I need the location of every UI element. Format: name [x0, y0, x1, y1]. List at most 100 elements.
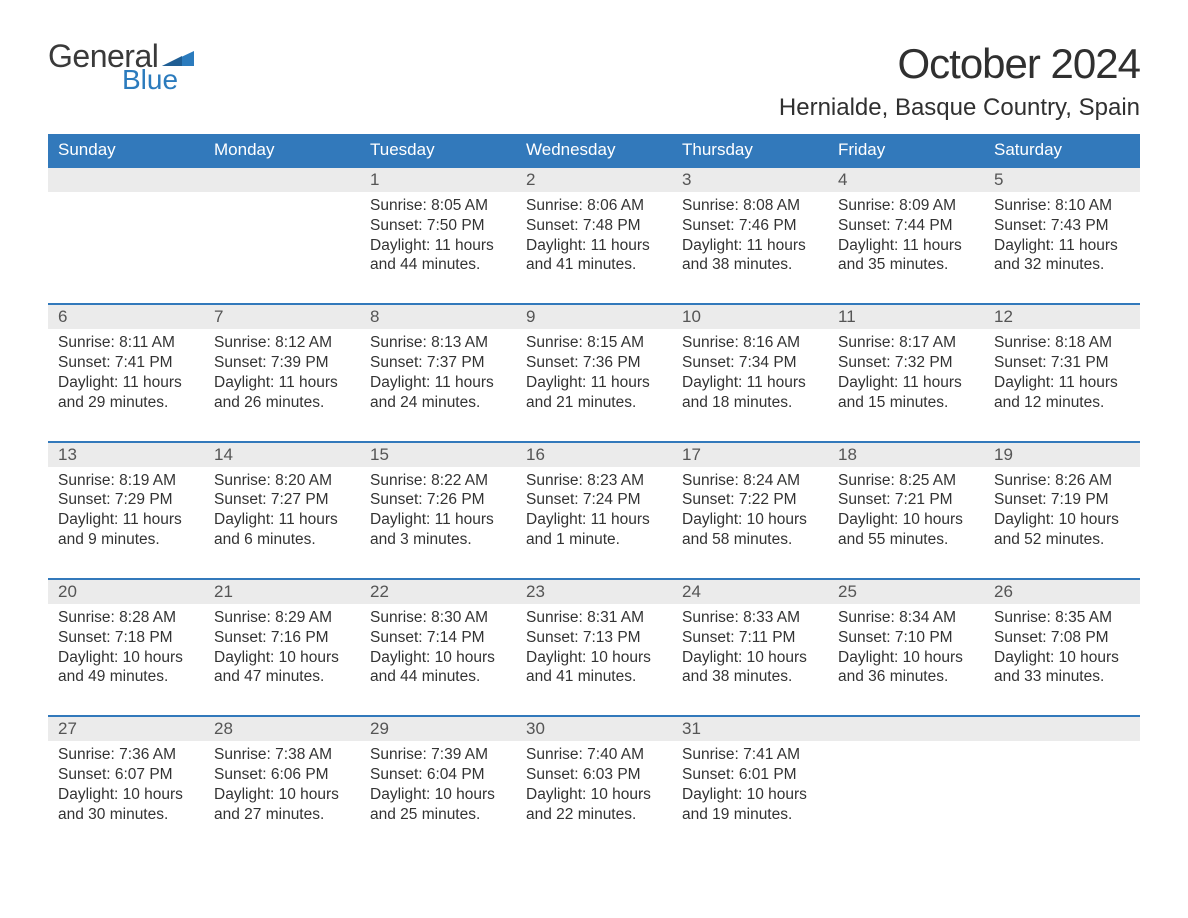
day-cell: Sunrise: 8:22 AMSunset: 7:26 PMDaylight:… [360, 467, 516, 578]
weekday-header: Friday [828, 134, 984, 166]
day-number: 14 [204, 443, 360, 467]
day-cell: Sunrise: 8:09 AMSunset: 7:44 PMDaylight:… [828, 192, 984, 303]
day-cell: Sunrise: 8:19 AMSunset: 7:29 PMDaylight:… [48, 467, 204, 578]
day-number: 7 [204, 305, 360, 329]
daylight-text: Daylight: 10 hours and 41 minutes. [526, 648, 662, 688]
sunrise-text: Sunrise: 8:22 AM [370, 471, 506, 491]
sunrise-text: Sunrise: 7:39 AM [370, 745, 506, 765]
day-cell [204, 192, 360, 303]
sunrise-text: Sunrise: 8:35 AM [994, 608, 1130, 628]
day-number: 10 [672, 305, 828, 329]
day-number: 12 [984, 305, 1140, 329]
day-number: 26 [984, 580, 1140, 604]
calendar: SundayMondayTuesdayWednesdayThursdayFrid… [48, 134, 1140, 853]
sunset-text: Sunset: 7:14 PM [370, 628, 506, 648]
day-number: 6 [48, 305, 204, 329]
day-number: 9 [516, 305, 672, 329]
sunset-text: Sunset: 7:41 PM [58, 353, 194, 373]
daynum-row: 20212223242526 [48, 580, 1140, 604]
day-number: 20 [48, 580, 204, 604]
day-cell: Sunrise: 8:35 AMSunset: 7:08 PMDaylight:… [984, 604, 1140, 715]
day-cell: Sunrise: 8:34 AMSunset: 7:10 PMDaylight:… [828, 604, 984, 715]
day-number: 17 [672, 443, 828, 467]
sunset-text: Sunset: 7:16 PM [214, 628, 350, 648]
day-cell: Sunrise: 8:29 AMSunset: 7:16 PMDaylight:… [204, 604, 360, 715]
day-number: 1 [360, 168, 516, 192]
sunset-text: Sunset: 7:37 PM [370, 353, 506, 373]
sunrise-text: Sunrise: 8:20 AM [214, 471, 350, 491]
daylight-text: Daylight: 10 hours and 19 minutes. [682, 785, 818, 825]
sunrise-text: Sunrise: 7:41 AM [682, 745, 818, 765]
sunrise-text: Sunrise: 8:33 AM [682, 608, 818, 628]
day-cell: Sunrise: 8:18 AMSunset: 7:31 PMDaylight:… [984, 329, 1140, 440]
sunset-text: Sunset: 7:29 PM [58, 490, 194, 510]
daylight-text: Daylight: 11 hours and 35 minutes. [838, 236, 974, 276]
sunset-text: Sunset: 7:19 PM [994, 490, 1130, 510]
day-cell: Sunrise: 8:23 AMSunset: 7:24 PMDaylight:… [516, 467, 672, 578]
sunrise-text: Sunrise: 8:11 AM [58, 333, 194, 353]
calendar-week: 6789101112Sunrise: 8:11 AMSunset: 7:41 P… [48, 303, 1140, 440]
sunrise-text: Sunrise: 8:12 AM [214, 333, 350, 353]
daylight-text: Daylight: 11 hours and 29 minutes. [58, 373, 194, 413]
weekday-header: Thursday [672, 134, 828, 166]
sunrise-text: Sunrise: 7:40 AM [526, 745, 662, 765]
day-cell: Sunrise: 8:28 AMSunset: 7:18 PMDaylight:… [48, 604, 204, 715]
sunset-text: Sunset: 7:39 PM [214, 353, 350, 373]
day-cell: Sunrise: 8:20 AMSunset: 7:27 PMDaylight:… [204, 467, 360, 578]
day-number: 27 [48, 717, 204, 741]
day-number: 3 [672, 168, 828, 192]
daylight-text: Daylight: 10 hours and 47 minutes. [214, 648, 350, 688]
sunrise-text: Sunrise: 8:34 AM [838, 608, 974, 628]
day-number: 28 [204, 717, 360, 741]
weekday-header: Tuesday [360, 134, 516, 166]
daylight-text: Daylight: 10 hours and 30 minutes. [58, 785, 194, 825]
daylight-text: Daylight: 10 hours and 44 minutes. [370, 648, 506, 688]
sunset-text: Sunset: 7:08 PM [994, 628, 1130, 648]
day-number: 16 [516, 443, 672, 467]
daylight-text: Daylight: 11 hours and 6 minutes. [214, 510, 350, 550]
daylight-text: Daylight: 10 hours and 33 minutes. [994, 648, 1130, 688]
daynum-row: 13141516171819 [48, 443, 1140, 467]
sunset-text: Sunset: 7:44 PM [838, 216, 974, 236]
sunset-text: Sunset: 7:18 PM [58, 628, 194, 648]
location-subtitle: Hernialde, Basque Country, Spain [779, 94, 1140, 122]
day-number: 18 [828, 443, 984, 467]
day-cell: Sunrise: 8:15 AMSunset: 7:36 PMDaylight:… [516, 329, 672, 440]
sunset-text: Sunset: 7:27 PM [214, 490, 350, 510]
sunset-text: Sunset: 7:32 PM [838, 353, 974, 373]
daylight-text: Daylight: 11 hours and 26 minutes. [214, 373, 350, 413]
daylight-text: Daylight: 11 hours and 9 minutes. [58, 510, 194, 550]
day-number: 23 [516, 580, 672, 604]
sunset-text: Sunset: 6:03 PM [526, 765, 662, 785]
sunrise-text: Sunrise: 8:29 AM [214, 608, 350, 628]
weekday-header: Saturday [984, 134, 1140, 166]
day-cell: Sunrise: 7:36 AMSunset: 6:07 PMDaylight:… [48, 741, 204, 852]
day-cell: Sunrise: 8:13 AMSunset: 7:37 PMDaylight:… [360, 329, 516, 440]
day-number: 2 [516, 168, 672, 192]
sunset-text: Sunset: 7:21 PM [838, 490, 974, 510]
daylight-text: Daylight: 11 hours and 41 minutes. [526, 236, 662, 276]
day-number [984, 717, 1140, 741]
day-number: 11 [828, 305, 984, 329]
daynum-row: 2728293031 [48, 717, 1140, 741]
day-number: 31 [672, 717, 828, 741]
day-cell: Sunrise: 8:12 AMSunset: 7:39 PMDaylight:… [204, 329, 360, 440]
flag-icon [162, 48, 194, 68]
daylight-text: Daylight: 11 hours and 15 minutes. [838, 373, 974, 413]
day-number: 4 [828, 168, 984, 192]
sunrise-text: Sunrise: 8:18 AM [994, 333, 1130, 353]
brand-blue-text: Blue [122, 66, 194, 94]
day-cell: Sunrise: 8:31 AMSunset: 7:13 PMDaylight:… [516, 604, 672, 715]
daylight-text: Daylight: 10 hours and 25 minutes. [370, 785, 506, 825]
day-number [48, 168, 204, 192]
sunset-text: Sunset: 7:50 PM [370, 216, 506, 236]
sunrise-text: Sunrise: 8:16 AM [682, 333, 818, 353]
daylight-text: Daylight: 10 hours and 49 minutes. [58, 648, 194, 688]
daylight-text: Daylight: 10 hours and 52 minutes. [994, 510, 1130, 550]
sunrise-text: Sunrise: 8:31 AM [526, 608, 662, 628]
sunset-text: Sunset: 7:24 PM [526, 490, 662, 510]
day-cell: Sunrise: 8:05 AMSunset: 7:50 PMDaylight:… [360, 192, 516, 303]
calendar-week: 2728293031Sunrise: 7:36 AMSunset: 6:07 P… [48, 715, 1140, 852]
day-cell [828, 741, 984, 852]
sunrise-text: Sunrise: 8:10 AM [994, 196, 1130, 216]
